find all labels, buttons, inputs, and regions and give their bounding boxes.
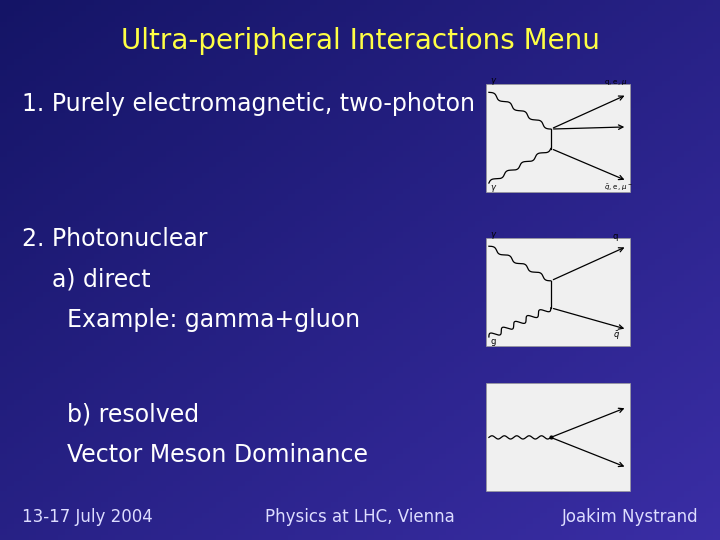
- Text: Joakim Nystrand: Joakim Nystrand: [562, 509, 698, 526]
- Text: 13-17 July 2004: 13-17 July 2004: [22, 509, 153, 526]
- FancyBboxPatch shape: [486, 238, 630, 346]
- Text: $\gamma$: $\gamma$: [490, 76, 498, 87]
- Text: Example: gamma+gluon: Example: gamma+gluon: [22, 308, 360, 332]
- Text: 2. Photonuclear: 2. Photonuclear: [22, 227, 207, 251]
- Text: Vector Meson Dominance: Vector Meson Dominance: [22, 443, 368, 467]
- Text: a) direct: a) direct: [22, 267, 150, 291]
- Text: Ultra-peripheral Interactions Menu: Ultra-peripheral Interactions Menu: [120, 27, 600, 55]
- Text: 1. Purely electromagnetic, two-photon: 1. Purely electromagnetic, two-photon: [22, 92, 474, 116]
- Text: $\bar{q}$, e, $\mu^-$: $\bar{q}$, e, $\mu^-$: [604, 183, 633, 193]
- Text: $\gamma$: $\gamma$: [490, 230, 498, 241]
- Text: g: g: [490, 337, 495, 346]
- Text: $\bar{q}$: $\bar{q}$: [613, 329, 620, 342]
- FancyBboxPatch shape: [486, 383, 630, 491]
- Text: q: q: [613, 232, 618, 241]
- Text: b) resolved: b) resolved: [22, 402, 199, 426]
- Text: Physics at LHC, Vienna: Physics at LHC, Vienna: [265, 509, 455, 526]
- Text: q, e, $\mu$: q, e, $\mu$: [604, 78, 628, 87]
- FancyBboxPatch shape: [486, 84, 630, 192]
- Text: $\gamma$: $\gamma$: [490, 183, 498, 194]
